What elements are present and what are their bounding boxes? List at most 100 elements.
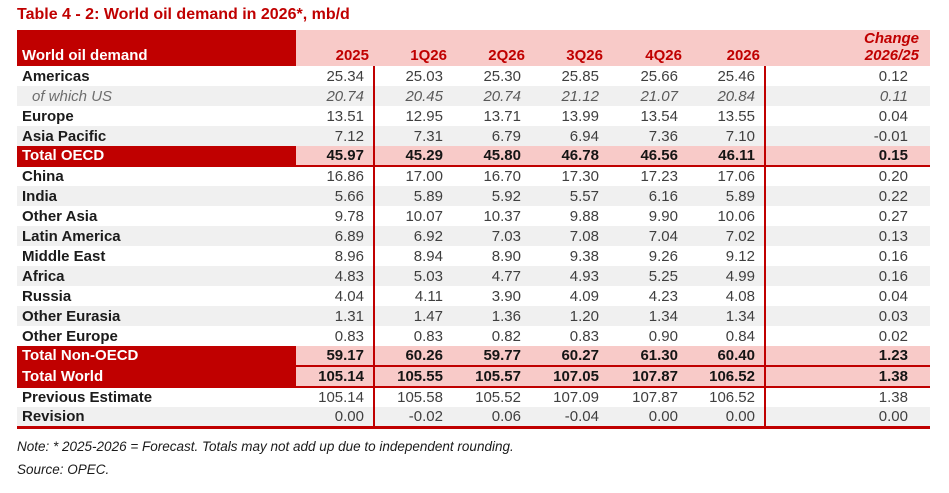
- col-header-1q26: 1Q26: [374, 30, 452, 66]
- cell: 5.89: [374, 186, 452, 206]
- cell: 17.30: [561, 168, 599, 185]
- table-row: Africa 4.83 5.03 4.77 4.93 5.25 4.99 0.16: [17, 266, 930, 286]
- cell: 5.66: [296, 186, 375, 206]
- cell: 106.52: [687, 387, 766, 407]
- table-row: Total Non-OECD 59.17 60.26 59.77 60.27 61.30 6…: [17, 346, 930, 367]
- row-label: Americas: [22, 67, 90, 85]
- cell: 106.52: [687, 366, 766, 388]
- cell: 7.08: [530, 226, 608, 246]
- cell: 0.22: [765, 186, 930, 206]
- cell: 4.77: [452, 266, 530, 286]
- cell: 60.27: [530, 346, 608, 367]
- table-row: Middle East 8.96 8.94 8.90 9.38 9.26 9.12 0.16: [17, 246, 930, 266]
- cell: 16.86: [296, 166, 375, 186]
- table-row: Russia 4.04 4.11 3.90 4.09 4.23 4.08 0.04: [17, 286, 930, 306]
- corner-header-label: World oil demand: [17, 30, 296, 66]
- table-row: Other Europe 0.83 0.83 0.82 0.83 0.90 0.84 0.02: [17, 326, 930, 346]
- cell: 105.58: [397, 389, 443, 406]
- cell: 13.55: [687, 106, 766, 126]
- table-row: Total OECD 45.97 45.29 45.80 46.78 46.56 46.11…: [17, 146, 930, 167]
- cell: 59.17: [296, 346, 375, 367]
- cell: -0.01: [765, 126, 930, 146]
- cell: 105.14: [296, 366, 375, 388]
- cell: 20.74: [296, 86, 375, 106]
- cell: 9.38: [569, 247, 599, 265]
- table-row: of which US 20.74 20.45 20.74 21.12 21.07 20.8…: [17, 86, 930, 106]
- cell: 0.00: [608, 407, 687, 429]
- col-header-3q26: 3Q26: [530, 30, 608, 66]
- cell: 1.31: [296, 306, 375, 326]
- cell: 13.99: [561, 107, 599, 125]
- cell: 7.31: [374, 126, 452, 146]
- cell: 107.87: [632, 389, 678, 406]
- cell: 5.92: [452, 186, 530, 206]
- cell: 46.78: [530, 146, 608, 167]
- cell: 105.52: [475, 389, 521, 406]
- cell: 8.94: [413, 247, 443, 265]
- cell: 105.57: [452, 366, 530, 388]
- row-label: Other Europe: [22, 327, 118, 345]
- cell: 0.16: [878, 247, 908, 265]
- cell: 0.02: [878, 327, 908, 345]
- cell: 13.51: [296, 106, 375, 126]
- cell: 5.57: [530, 186, 608, 206]
- cell: 3.90: [491, 287, 521, 305]
- cell: 46.56: [608, 146, 687, 167]
- cell: 45.80: [452, 146, 530, 167]
- cell: 107.05: [530, 366, 608, 388]
- cell: 60.26: [374, 346, 452, 367]
- cell: 0.82: [491, 327, 521, 345]
- cell: 4.93: [530, 266, 608, 286]
- cell: 1.23: [765, 346, 930, 367]
- cell: 0.03: [765, 306, 930, 326]
- cell: 7.36: [608, 126, 687, 146]
- col-header-2q26: 2Q26: [452, 30, 530, 66]
- cell: 20.84: [687, 86, 766, 106]
- cell: 4.83: [296, 266, 375, 286]
- cell: 13.54: [640, 107, 678, 125]
- table-row: Americas 25.34 25.03 25.30 25.85 25.66 25.46 0.…: [17, 66, 930, 86]
- cell: 0.20: [878, 168, 908, 185]
- world-oil-demand-table: World oil demand 2025 1Q26 2Q26 3Q26 4Q2…: [17, 30, 930, 429]
- cell: 1.38: [878, 389, 908, 406]
- cell: 16.70: [483, 168, 521, 185]
- table-row: Europe 13.51 12.95 13.71 13.99 13.54 13.55 0.04: [17, 106, 930, 126]
- cell: 9.78: [296, 206, 375, 226]
- table-row: Other Asia 9.78 10.07 10.37 9.88 9.90 10.06 0.2…: [17, 206, 930, 226]
- cell: 6.16: [608, 186, 687, 206]
- cell: 0.90: [648, 327, 678, 345]
- cell: 4.08: [687, 286, 766, 306]
- cell: 1.34: [687, 306, 766, 326]
- footnote-text: Note: * 2025-2026 = Forecast. Totals may…: [17, 439, 514, 454]
- table-row: Total World 105.14 105.55 105.57 107.05 107.8…: [17, 366, 930, 388]
- cell: 9.88: [569, 207, 599, 225]
- row-label: Latin America: [17, 226, 296, 246]
- cell: 7.10: [687, 126, 766, 146]
- table-row: China 16.86 17.00 16.70 17.30 17.23 17.06 0.20: [17, 166, 930, 186]
- cell: 0.83: [413, 327, 443, 345]
- cell: 17.23: [640, 168, 678, 185]
- cell: 10.07: [405, 207, 443, 225]
- table-row: Latin America 6.89 6.92 7.03 7.08 7.04 7.02 0.1…: [17, 226, 930, 246]
- cell: 9.90: [648, 207, 678, 225]
- cell: 4.04: [296, 286, 375, 306]
- cell: 105.14: [296, 387, 375, 407]
- source-text: Source: OPEC.: [17, 462, 110, 477]
- cell: 6.89: [296, 226, 375, 246]
- cell: 1.20: [530, 306, 608, 326]
- cell: 4.23: [648, 287, 678, 305]
- table-row: India 5.66 5.89 5.92 5.57 6.16 5.89 0.22: [17, 186, 930, 206]
- cell: 46.11: [687, 146, 766, 167]
- cell: 10.06: [687, 206, 766, 226]
- cell: 7.12: [296, 126, 375, 146]
- table-row: Previous Estimate 105.14 105.58 105.52 107.0…: [17, 387, 930, 407]
- cell: 25.34: [296, 66, 375, 86]
- cell: 21.07: [608, 86, 687, 106]
- cell: -0.02: [374, 407, 452, 429]
- cell: 25.03: [405, 67, 443, 85]
- row-label: Previous Estimate: [22, 389, 153, 406]
- table-header-row: World oil demand 2025 1Q26 2Q26 3Q26 4Q2…: [17, 30, 930, 66]
- table-row: Revision 0.00 -0.02 0.06 -0.04 0.00 0.00 0.00: [17, 407, 930, 429]
- cell: 1.34: [608, 306, 687, 326]
